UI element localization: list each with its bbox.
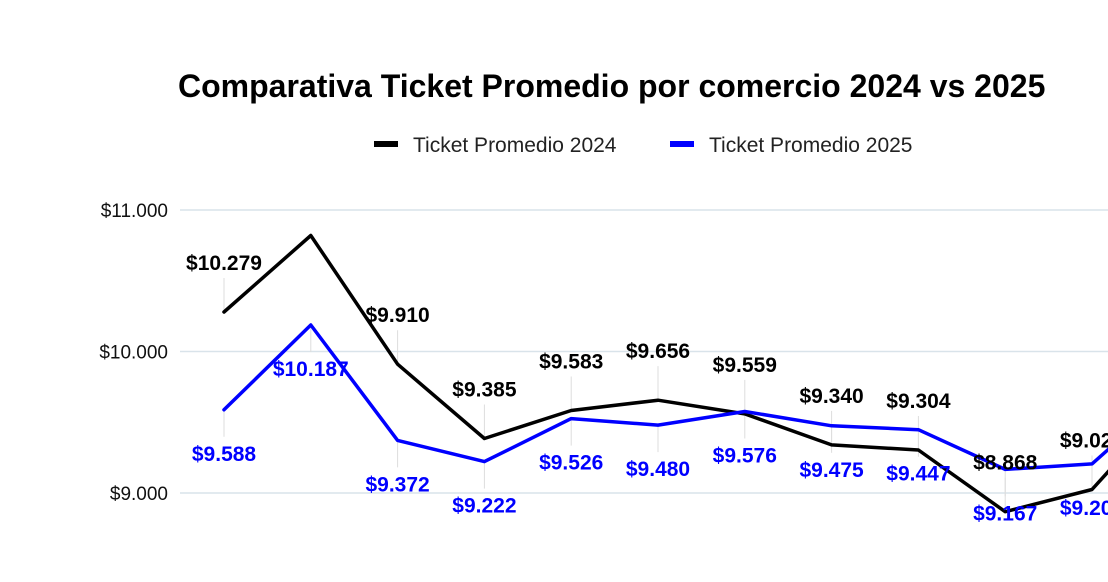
series-line-2025 <box>222 323 1108 472</box>
data-label-2024: $9.385 <box>452 379 517 402</box>
data-label-2024: $10.279 <box>186 252 262 275</box>
data-label-2025: $9.526 <box>539 452 603 475</box>
legend-swatch-2024 <box>374 141 398 147</box>
data-label-2025: $9.588 <box>192 443 257 466</box>
data-label-2025: $9.206 <box>1060 497 1108 520</box>
data-label-2024: $9.304 <box>886 390 951 413</box>
series-line-2024 <box>222 233 1108 514</box>
label-leaders <box>223 278 1093 512</box>
y-tick-label: $11.000 <box>101 201 168 222</box>
data-labels: $10.279 $9.910 $9.385 $9.583 $9.656 $9.559 $9.… <box>186 252 1108 525</box>
y-tick-label: $9.000 <box>110 484 168 505</box>
legend: Ticket Promedio 2024 Ticket Promedio 202… <box>374 134 913 157</box>
data-label-2024: $9.583 <box>539 351 603 374</box>
grid <box>180 209 1108 494</box>
data-label-2024: $9.910 <box>365 304 429 327</box>
data-label-2024: $8.868 <box>973 452 1038 475</box>
data-label-2024: $9.025 <box>1060 429 1108 452</box>
y-tick-label: $10.000 <box>99 343 168 364</box>
data-label-2025: $10.187 <box>273 358 349 381</box>
data-label-2024: $9.656 <box>626 340 690 363</box>
y-axis: $9.000 $10.000 $11.000 <box>99 201 168 505</box>
legend-label-2024: Ticket Promedio 2024 <box>413 134 617 157</box>
series-lines <box>222 233 1108 514</box>
data-label-2025: $9.167 <box>973 502 1037 525</box>
data-label-2024: $9.340 <box>799 385 863 408</box>
legend-swatch-2025 <box>670 141 694 147</box>
legend-label-2025: Ticket Promedio 2025 <box>709 134 913 157</box>
data-label-2025: $9.447 <box>886 463 950 486</box>
chart-title: Comparativa Ticket Promedio por comercio… <box>178 68 1045 104</box>
data-label-2025: $9.372 <box>365 473 429 496</box>
data-label-2025: $9.222 <box>452 495 516 518</box>
data-label-2025: $9.475 <box>799 459 864 482</box>
data-label-2024: $9.559 <box>713 354 777 377</box>
data-label-2025: $9.576 <box>713 444 777 467</box>
data-label-2025: $9.480 <box>626 458 690 481</box>
